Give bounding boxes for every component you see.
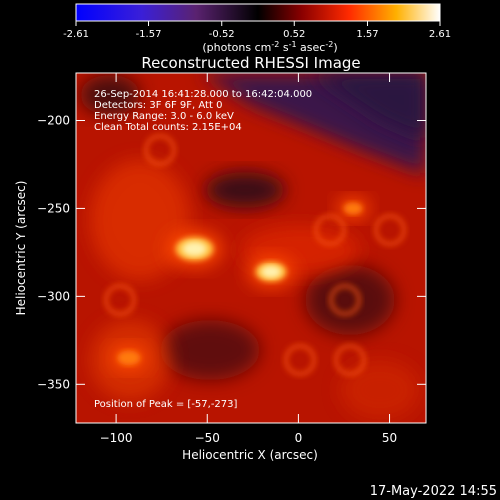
y-tick-label: −200 bbox=[37, 113, 70, 127]
y-axis-ticks: −200 −250 −300 −350 bbox=[37, 113, 426, 391]
x-tick-label: −100 bbox=[100, 431, 133, 445]
ring-artifact bbox=[283, 343, 317, 377]
colorbar-tick-label: 0.52 bbox=[283, 29, 305, 40]
colorbar-tick-label: 2.61 bbox=[429, 29, 451, 40]
heatmap-sources bbox=[103, 133, 407, 377]
chart-title: Reconstructed RHESSI Image bbox=[141, 54, 360, 72]
x-axis-label: Heliocentric X (arcsec) bbox=[182, 448, 318, 462]
annotation-line: Energy Range: 3.0 - 6.0 keV bbox=[94, 111, 234, 122]
y-tick-label: −300 bbox=[37, 289, 70, 303]
source-peak bbox=[182, 241, 207, 257]
colorbar-tick-label: -0.52 bbox=[209, 29, 235, 40]
peak-label: Position of Peak = [-57,-273] bbox=[94, 399, 238, 410]
ring-artifact bbox=[143, 133, 177, 167]
annotation-line: 26-Sep-2014 16:41:28.000 to 16:42:04.000 bbox=[94, 89, 312, 100]
y-axis-label: Heliocentric Y (arcsec) bbox=[14, 181, 28, 316]
x-tick-label: −50 bbox=[195, 431, 220, 445]
x-axis-ticks: −100 −50 0 50 bbox=[100, 73, 397, 445]
y-tick-label: −250 bbox=[37, 201, 70, 215]
ring-artifact bbox=[103, 283, 137, 317]
plot-frame bbox=[75, 72, 427, 424]
colorbar-unit-label: (photons cm-2 s-1 asec-2) bbox=[202, 40, 337, 54]
colorbar bbox=[75, 3, 441, 22]
source-core bbox=[343, 202, 363, 215]
source-peak bbox=[261, 265, 281, 278]
ring-artifact bbox=[333, 343, 367, 377]
ring-artifact bbox=[313, 213, 347, 247]
footer-date: 17-May-2022 14:55 bbox=[370, 484, 497, 499]
ring-artifact bbox=[373, 213, 407, 247]
colorbar-tick-label: -1.57 bbox=[136, 29, 162, 40]
heatmap-image bbox=[76, 73, 426, 423]
source-core bbox=[117, 350, 141, 366]
colorbar-tick-label: -2.61 bbox=[63, 29, 89, 40]
colorbar-ticks: -2.61 -1.57 -0.52 0.52 1.57 2.61 bbox=[63, 21, 451, 40]
y-tick-label: −350 bbox=[37, 377, 70, 391]
x-tick-label: 50 bbox=[382, 431, 397, 445]
x-tick-label: 0 bbox=[295, 431, 303, 445]
colorbar-tick-label: 1.57 bbox=[356, 29, 378, 40]
annotation-line: Clean Total counts: 2.15E+04 bbox=[94, 122, 242, 133]
ring-artifact bbox=[328, 283, 362, 317]
annotation-line: Detectors: 3F 6F 9F, Att 0 bbox=[94, 100, 222, 111]
observation-annotations: 26-Sep-2014 16:41:28.000 to 16:42:04.000… bbox=[94, 89, 312, 133]
